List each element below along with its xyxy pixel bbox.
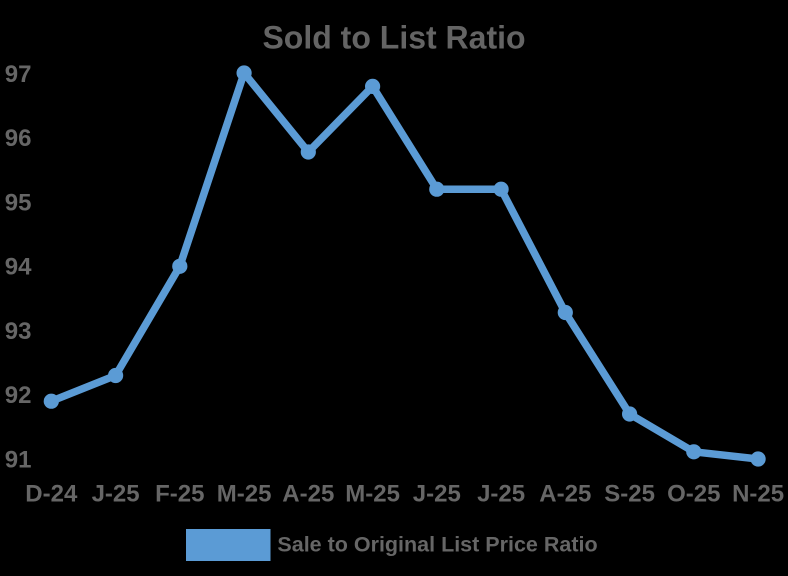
svg-text:Sold to List Ratio: Sold to List Ratio: [262, 20, 525, 56]
svg-text:D-24: D-24: [25, 481, 78, 508]
svg-text:M-25: M-25: [217, 481, 272, 508]
svg-text:92: 92: [5, 382, 32, 409]
svg-text:F-25: F-25: [155, 481, 204, 508]
svg-text:95: 95: [5, 190, 32, 217]
svg-text:96: 96: [5, 125, 32, 152]
svg-text:S-25: S-25: [604, 481, 655, 508]
svg-text:93: 93: [5, 318, 32, 345]
svg-text:A-25: A-25: [539, 481, 591, 508]
svg-text:O-25: O-25: [667, 481, 720, 508]
svg-text:N-25: N-25: [732, 481, 784, 508]
svg-text:97: 97: [5, 61, 32, 88]
svg-text:J-25: J-25: [92, 481, 140, 508]
svg-text:91: 91: [5, 447, 32, 474]
svg-text:J-25: J-25: [477, 481, 525, 508]
svg-text:M-25: M-25: [345, 481, 400, 508]
svg-text:94: 94: [5, 254, 32, 281]
svg-text:Sale to Original List Price Ra: Sale to Original List Price Ratio: [277, 533, 597, 557]
svg-text:A-25: A-25: [282, 481, 334, 508]
svg-text:J-25: J-25: [413, 481, 461, 508]
